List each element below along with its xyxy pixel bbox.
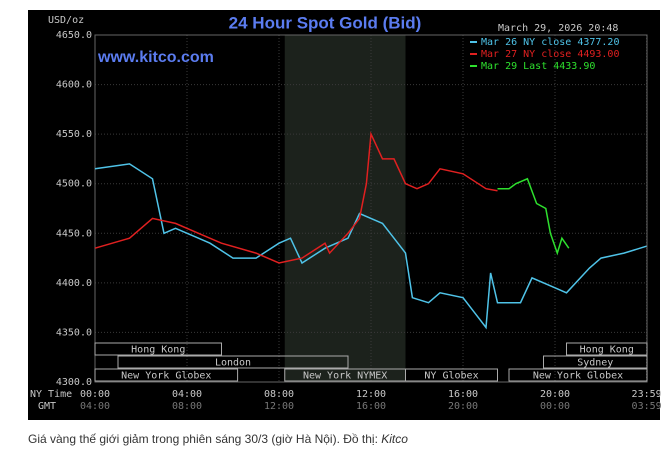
website: www.kitco.com — [97, 49, 214, 66]
x-tick-label: 20:00 — [540, 389, 570, 400]
session-label: NY Globex — [424, 371, 478, 382]
x-row-label: NY Time — [30, 389, 72, 400]
gmt-tick-label: 00:00 — [540, 401, 570, 412]
session-label: London — [215, 358, 251, 369]
x-row-label: GMT — [38, 401, 56, 412]
y-tick-label: 4300.0 — [56, 377, 92, 388]
session-box — [94, 342, 222, 356]
series-line — [497, 177, 570, 256]
y-tick-label: 4450.0 — [56, 228, 92, 239]
legend-label: Mar 27 NY close 4493.00 — [481, 49, 619, 60]
x-tick-label: 08:00 — [264, 389, 294, 400]
chart-title: 24 Hour Spot Gold (Bid) — [229, 13, 422, 32]
gmt-tick-label: 08:00 — [172, 401, 202, 412]
session-box — [566, 342, 648, 356]
gmt-tick-label: 03:59 — [632, 401, 662, 412]
legend-label: Mar 29 Last 4433.90 — [481, 61, 595, 72]
y-tick-label: 4650.0 — [56, 30, 92, 41]
x-tick-label: 16:00 — [448, 389, 478, 400]
x-tick-label: 00:00 — [80, 389, 110, 400]
unit-label: USD/oz — [48, 15, 84, 26]
timestamp: March 29, 2026 20:48 — [498, 23, 618, 34]
session-label: Hong Kong — [131, 345, 185, 356]
session-box — [94, 368, 239, 382]
y-tick-label: 4350.0 — [56, 327, 92, 338]
session-label: Sydney — [577, 358, 613, 369]
caption: Giá vàng thế giới giảm trong phiên sáng … — [28, 432, 408, 446]
y-tick-label: 4400.0 — [56, 278, 92, 289]
gmt-tick-label: 16:00 — [356, 401, 386, 412]
highlight-band — [284, 35, 406, 382]
x-tick-label: 23:59 — [632, 389, 662, 400]
session-box — [117, 355, 349, 369]
caption-source: Kitco — [381, 432, 408, 446]
series-line — [94, 131, 498, 264]
session-label: New York Globex — [121, 371, 211, 382]
session-box — [508, 368, 648, 382]
caption-text: Giá vàng thế giới giảm trong phiên sáng … — [28, 432, 381, 446]
x-tick-label: 12:00 — [356, 389, 386, 400]
gmt-tick-label: 12:00 — [264, 401, 294, 412]
session-label: New York NYMEX — [303, 371, 387, 382]
session-label: Hong Kong — [580, 345, 634, 356]
y-tick-label: 4600.0 — [56, 80, 92, 91]
series-line — [94, 163, 647, 330]
gmt-tick-label: 04:00 — [80, 401, 110, 412]
y-tick-label: 4500.0 — [56, 179, 92, 190]
legend-label: Mar 26 NY close 4377.20 — [481, 37, 619, 48]
session-label: New York Globex — [533, 371, 623, 382]
plot-frame — [94, 34, 648, 383]
session-box — [543, 355, 648, 369]
x-tick-label: 04:00 — [172, 389, 202, 400]
y-tick-label: 4550.0 — [56, 129, 92, 140]
gmt-tick-label: 20:00 — [448, 401, 478, 412]
session-box — [405, 368, 498, 382]
